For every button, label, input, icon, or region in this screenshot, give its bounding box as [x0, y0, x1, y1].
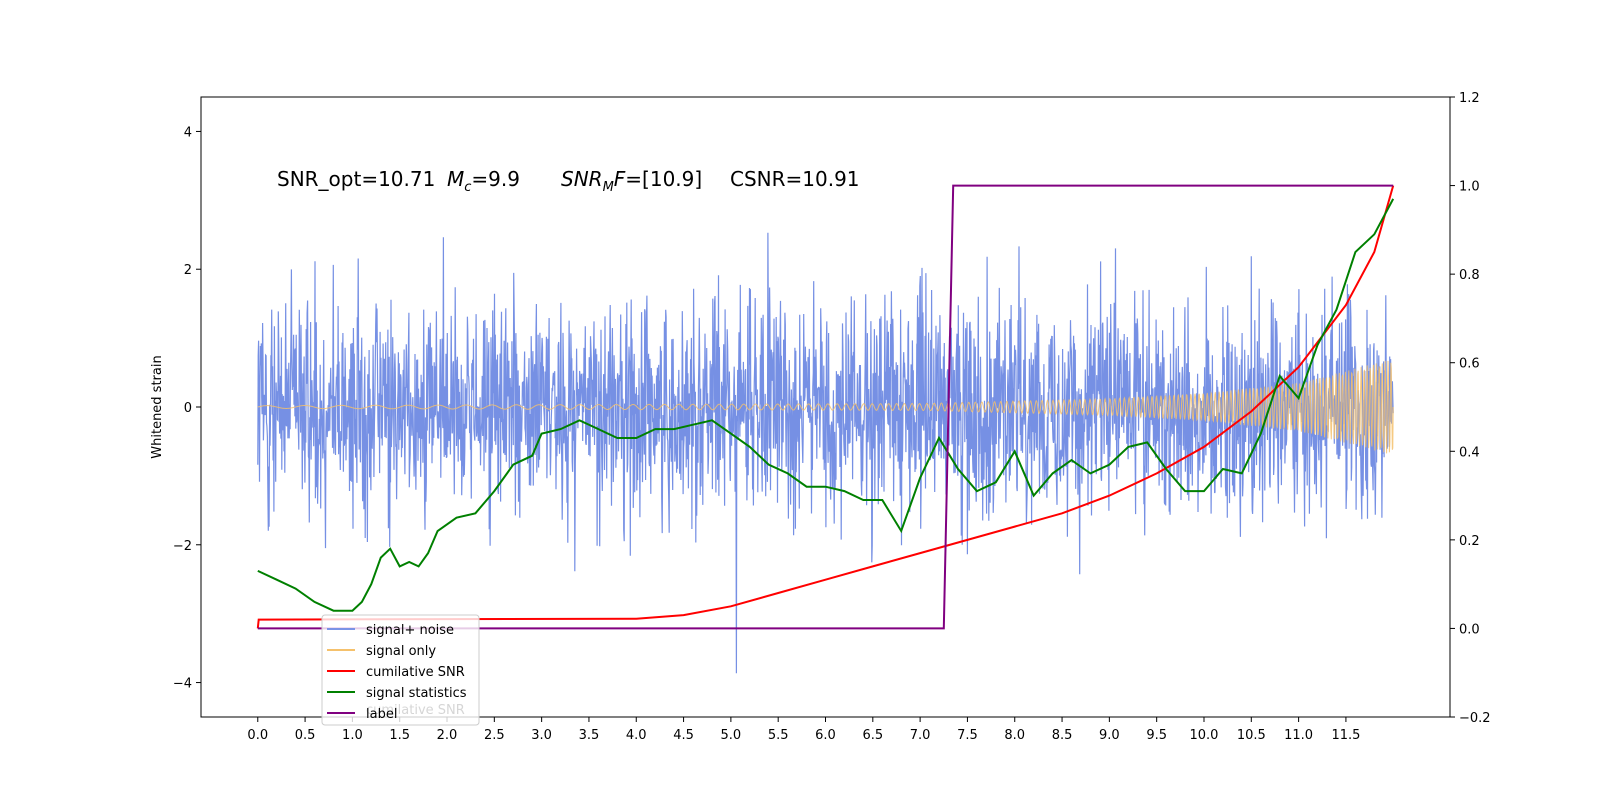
series-signal-statistics — [257, 198, 1395, 612]
x-axis: 0.0 0.5 1.0 1.5 2.0 2.5 3.0 3.5 4.0 4.5 5.0 5.5 6.0 6… — [247, 717, 1360, 743]
x-tick-label: 4.0 — [626, 728, 647, 743]
snrmf-label: SNRMF=[10.9] — [561, 167, 702, 195]
x-tick-label: 2.0 — [437, 728, 458, 743]
csnr-label: CSNR=10.91 — [730, 167, 860, 191]
y2-tick-label: 0.2 — [1459, 534, 1480, 549]
x-tick-label: 6.5 — [862, 728, 883, 743]
snrmf-sub: M — [603, 180, 614, 195]
y2-tick-label: 0.6 — [1459, 357, 1480, 372]
legend-items: signal+ noise signal only cumilative SNR si… — [327, 623, 467, 722]
x-tick-label: 1.0 — [342, 728, 363, 743]
legend-label: signal only — [366, 644, 436, 659]
x-tick-label: 1.5 — [389, 728, 410, 743]
legend: cumilative SNR signal+ noise signal only c… — [321, 614, 480, 726]
series-signal-only — [257, 360, 1394, 454]
annotation-text: SNR_opt=10.71 Mc=9.9 SNRMF=[10.9] CSNR=1… — [277, 167, 860, 195]
y2-tick-label: 0.4 — [1459, 445, 1480, 460]
plot-area — [256, 184, 1395, 674]
snrmf-value: =[10.9] — [625, 167, 702, 191]
snrmf-var2: F — [614, 167, 626, 191]
y-tick-label: 0 — [184, 401, 192, 416]
legend-label: signal+ noise — [366, 623, 454, 638]
y-tick-label: 2 — [184, 263, 192, 278]
mc-sub: c — [464, 180, 471, 195]
x-tick-label: 10.0 — [1190, 728, 1219, 743]
x-tick-label: 5.0 — [721, 728, 742, 743]
y-tick-label: 4 — [184, 125, 192, 140]
x-tick-label: 10.5 — [1237, 728, 1266, 743]
legend-label: label — [366, 707, 397, 722]
series-signal-noise — [257, 232, 1394, 674]
y-axis-label: Whitened strain — [150, 355, 165, 458]
x-tick-label: 11.0 — [1284, 728, 1313, 743]
x-tick-label: 7.0 — [910, 728, 931, 743]
y-axis-left: −4 −2 0 2 4 — [173, 125, 201, 692]
series-label — [257, 184, 1394, 630]
series-cumilative-snr — [256, 185, 1395, 629]
y-tick-label: −2 — [173, 539, 192, 554]
y2-tick-label: 0.0 — [1459, 622, 1480, 637]
mc-label: Mc=9.9 — [447, 167, 520, 195]
x-tick-label: 6.0 — [815, 728, 836, 743]
y2-tick-label: 0.8 — [1459, 268, 1480, 283]
snr-opt-label: SNR_opt=10.71 — [277, 167, 435, 191]
legend-box — [321, 614, 480, 726]
y-tick-label: −4 — [173, 677, 192, 692]
y2-tick-label: −0.2 — [1459, 711, 1491, 726]
x-tick-label: 3.0 — [531, 728, 552, 743]
mc-value: =9.9 — [471, 167, 520, 191]
x-tick-label: 11.5 — [1331, 728, 1360, 743]
x-tick-label: 8.0 — [1004, 728, 1025, 743]
legend-ghost-label: cumilative SNR — [366, 703, 465, 718]
x-tick-label: 9.5 — [1146, 728, 1167, 743]
x-tick-label: 2.5 — [484, 728, 505, 743]
y-axis-right: −0.2 0.0 0.2 0.4 0.6 0.8 1.0 1.2 — [1450, 91, 1491, 726]
y2-tick-label: 1.0 — [1459, 180, 1480, 195]
x-tick-label: 7.5 — [957, 728, 978, 743]
x-tick-label: 5.5 — [768, 728, 789, 743]
mc-var: M — [447, 167, 464, 191]
x-tick-label: 9.0 — [1099, 728, 1120, 743]
snrmf-var: SNR — [561, 167, 603, 191]
y2-tick-label: 1.2 — [1459, 91, 1480, 106]
x-tick-label: 4.5 — [673, 728, 694, 743]
legend-label: signal statistics — [366, 686, 467, 701]
x-tick-label: 8.5 — [1052, 728, 1073, 743]
legend-label: cumilative SNR — [366, 665, 465, 680]
x-tick-label: 0.0 — [247, 728, 268, 743]
x-tick-label: 3.5 — [579, 728, 600, 743]
x-tick-label: 0.5 — [295, 728, 316, 743]
